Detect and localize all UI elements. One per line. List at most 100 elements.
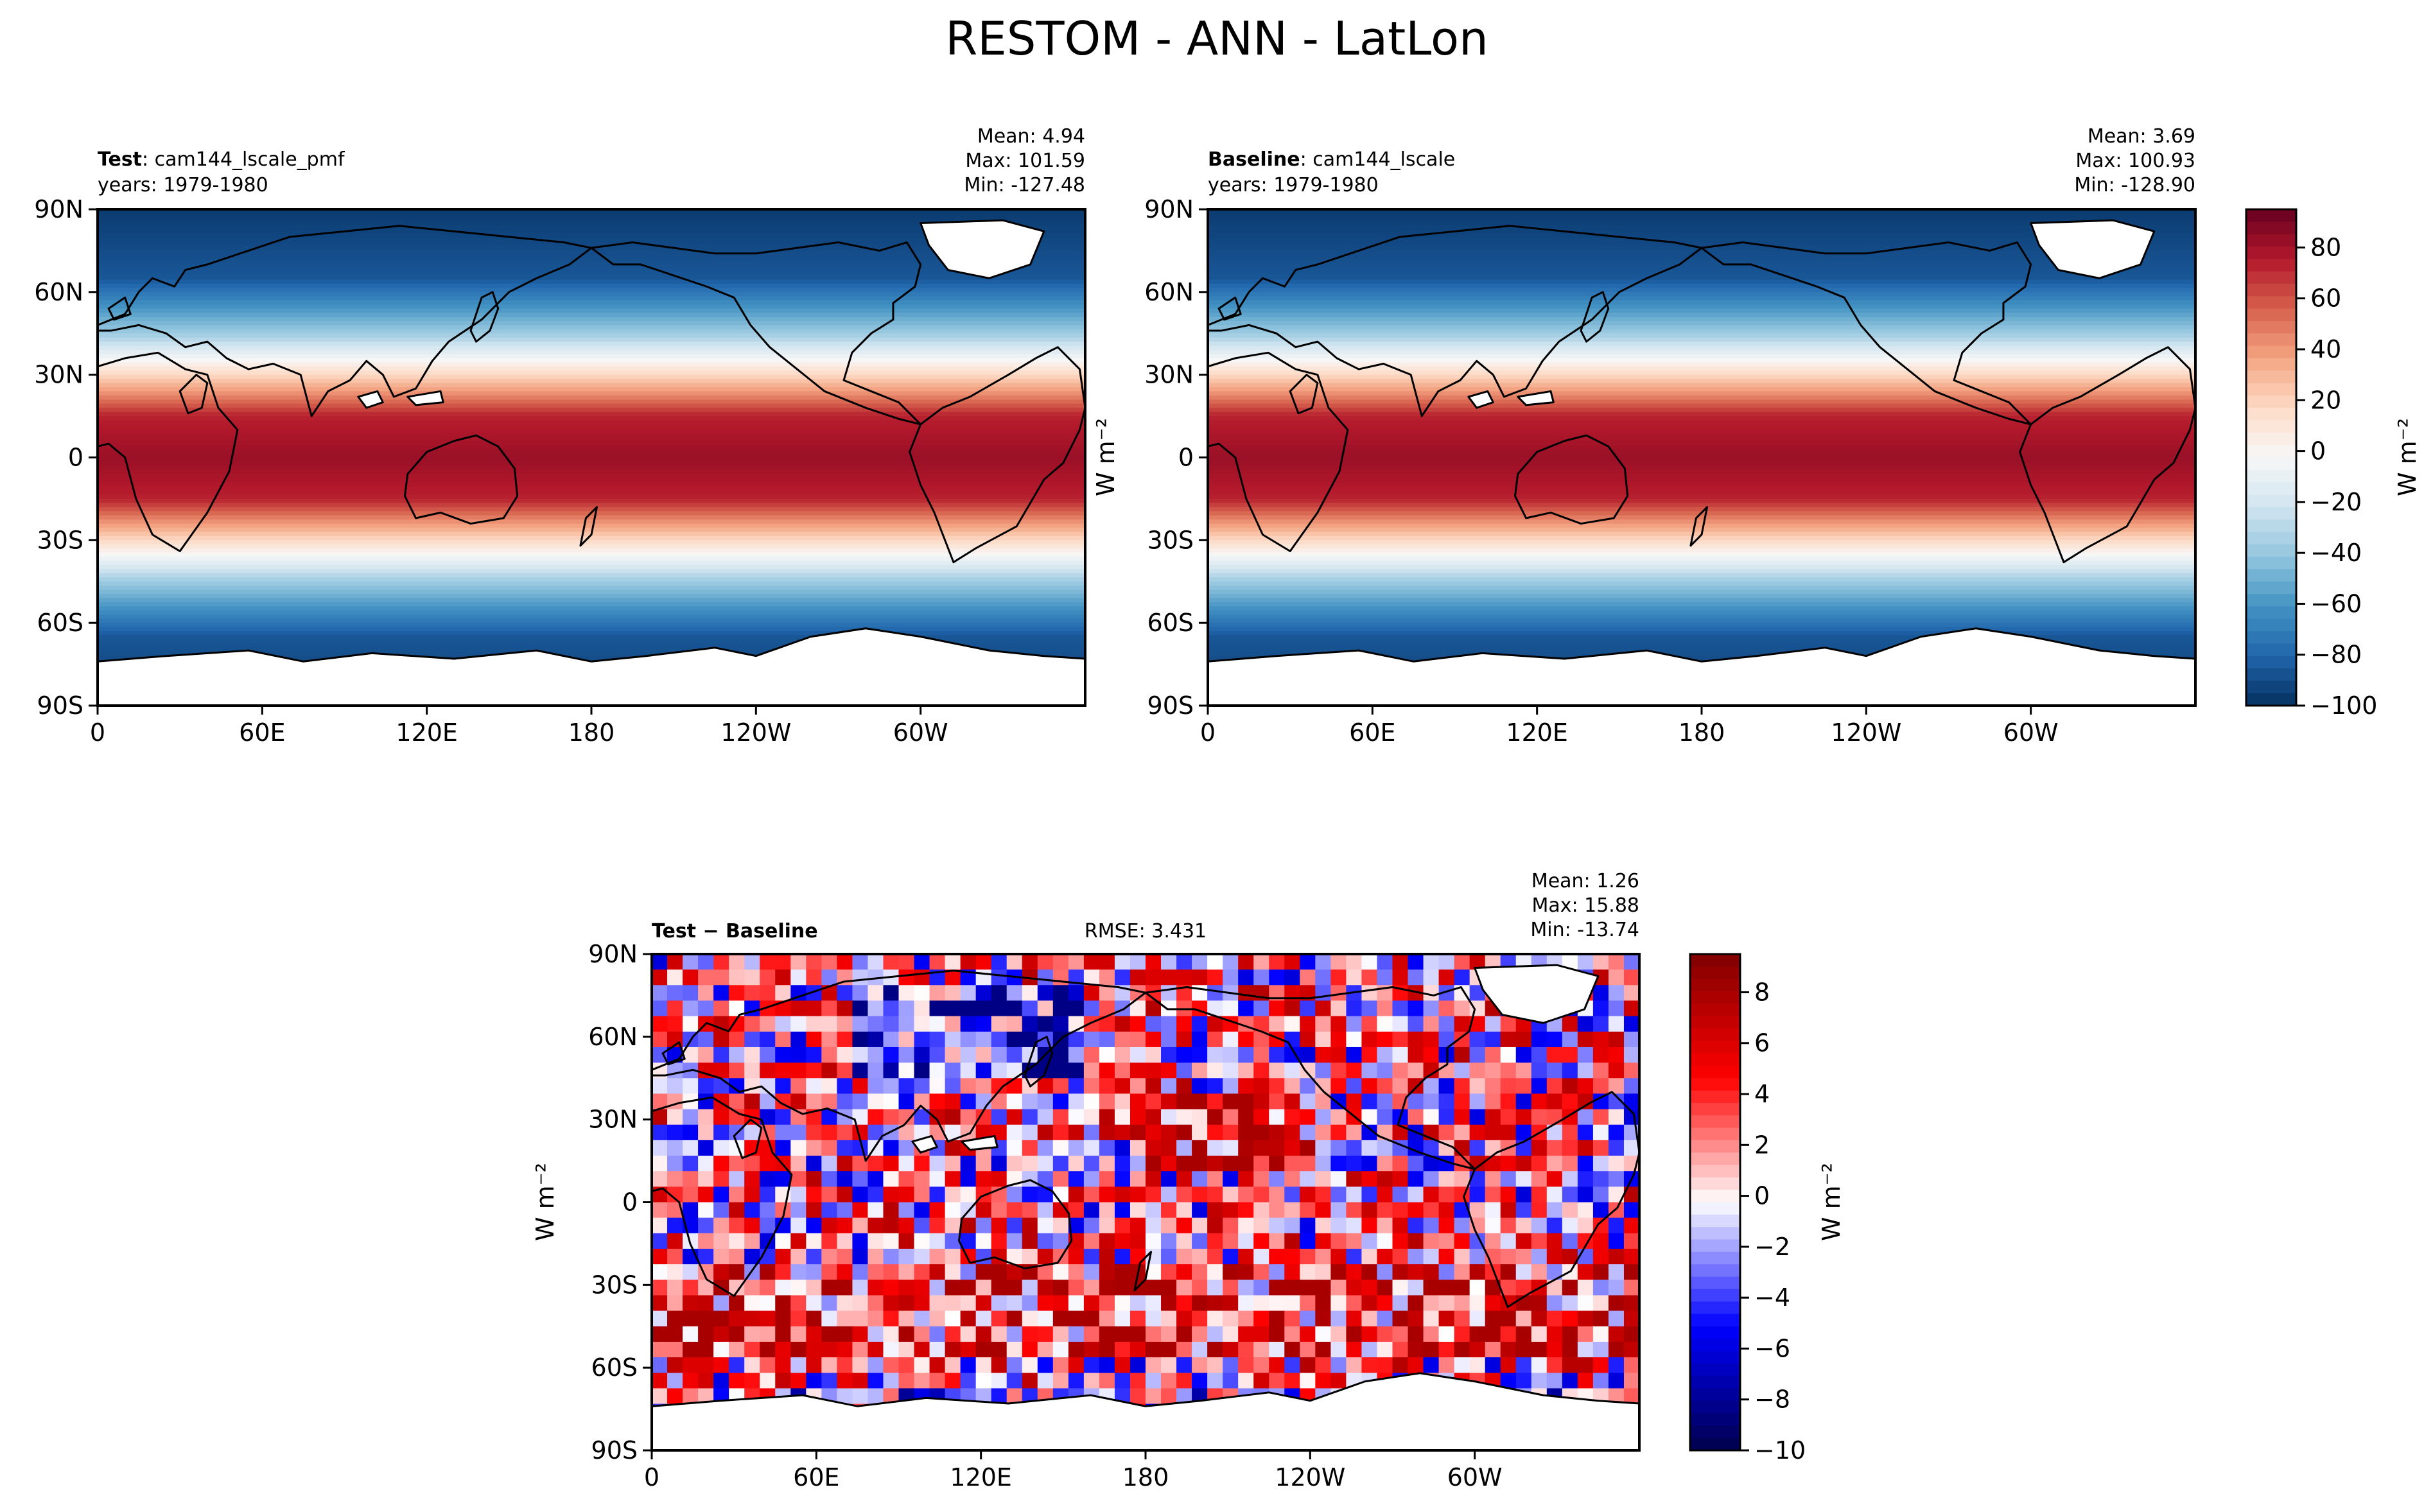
field-cell: [852, 1310, 869, 1327]
field-cell: [1592, 954, 1609, 970]
map-field: [1208, 209, 2195, 706]
field-cell: [1438, 1078, 1455, 1095]
field-cell: [1006, 1280, 1023, 1296]
colorbar-level: [2246, 606, 2296, 620]
field-cell: [1408, 1156, 1424, 1172]
field-cell: [1238, 1280, 1255, 1296]
field-cell: [1037, 1186, 1054, 1203]
field-band: [1208, 544, 2195, 550]
field-cell: [929, 1310, 946, 1327]
field-cell: [1546, 1078, 1563, 1095]
field-cell: [975, 1016, 992, 1032]
field-band: [98, 498, 1085, 504]
field-cell: [1454, 1248, 1470, 1265]
field-cell: [1361, 969, 1378, 986]
field-band: [98, 267, 1085, 272]
colorbar-level: [2246, 234, 2296, 247]
colorbar-level: [2246, 432, 2296, 446]
field-cell: [929, 1280, 946, 1296]
field-cell: [914, 1031, 930, 1048]
field-cell: [868, 1217, 884, 1234]
y-tick-label: 0: [68, 444, 83, 472]
field-cell: [1083, 1248, 1100, 1265]
field-cell: [1531, 1078, 1548, 1095]
field-cell: [1330, 1156, 1347, 1172]
field-cell: [729, 1341, 745, 1358]
field-cell: [1253, 1140, 1270, 1156]
field-cell: [1269, 1373, 1286, 1389]
field-band: [1208, 589, 2195, 595]
field-cell: [1423, 1016, 1440, 1032]
field-cell: [1454, 1233, 1470, 1249]
field-cell: [1284, 1078, 1301, 1095]
field-cell: [683, 1280, 699, 1296]
field-cell: [1515, 1202, 1532, 1219]
field-cell: [744, 1310, 761, 1327]
field-cell: [868, 1156, 884, 1172]
field-cell: [1192, 1264, 1208, 1281]
field-cell: [945, 1109, 961, 1125]
field-cell: [1608, 969, 1625, 986]
field-cell: [652, 1248, 668, 1265]
field-cell: [729, 1217, 745, 1234]
field-cell: [991, 1233, 1007, 1249]
field-cell: [929, 1109, 946, 1125]
field-cell: [1531, 1326, 1548, 1343]
field-cell: [821, 1248, 838, 1265]
field-cell: [898, 1233, 915, 1249]
field-cell: [1408, 969, 1424, 986]
y-tick-label: 30S: [591, 1271, 638, 1299]
field-cell: [837, 1000, 853, 1017]
field-cell: [1129, 1341, 1146, 1358]
field-cell: [975, 985, 992, 1002]
field-cell: [698, 1186, 714, 1203]
field-cell: [837, 1357, 853, 1374]
field-cell: [1346, 1295, 1363, 1312]
field-cell: [1377, 1063, 1393, 1079]
field-cell: [1284, 1186, 1301, 1203]
field-cell: [775, 1016, 792, 1032]
field-band: [98, 465, 1085, 471]
field-cell: [698, 1047, 714, 1063]
field-cell: [837, 1280, 853, 1296]
field-cell: [1454, 1310, 1470, 1327]
field-cell: [698, 1217, 714, 1234]
field-cell: [1377, 1233, 1393, 1249]
field-band: [1208, 515, 2195, 520]
field-cell: [1114, 1078, 1131, 1095]
field-cell: [1114, 1109, 1131, 1125]
field-cell: [1052, 969, 1069, 986]
field-cell: [1438, 1357, 1455, 1374]
field-cell: [991, 969, 1007, 986]
colorbar-level: [1690, 1177, 1740, 1190]
field-cell: [698, 1140, 714, 1156]
field-cell: [760, 1171, 776, 1188]
field-band: [1208, 325, 2195, 330]
field-cell: [852, 1233, 869, 1249]
field-cell: [1577, 1140, 1594, 1156]
x-tick-label: 120W: [1831, 718, 1901, 747]
field-cell: [1315, 1140, 1332, 1156]
field-cell: [775, 1171, 792, 1188]
colorbar-level: [1690, 1301, 1740, 1315]
y-label: W m⁻²: [1092, 418, 1120, 496]
field-cell: [652, 1310, 668, 1327]
field-cell: [1099, 1171, 1115, 1188]
field-cell: [1099, 1233, 1115, 1249]
field-cell: [1006, 1140, 1023, 1156]
field-cell: [1562, 1124, 1578, 1141]
field-cell: [667, 1171, 683, 1188]
field-cell: [1192, 1217, 1208, 1234]
field-cell: [1192, 1047, 1208, 1063]
field-band: [1208, 333, 2195, 338]
field-cell: [1392, 1047, 1409, 1063]
field-cell: [683, 985, 699, 1002]
field-cell: [1592, 1031, 1609, 1048]
field-cell: [1608, 1248, 1625, 1265]
field-cell: [760, 1264, 776, 1281]
field-cell: [1315, 1109, 1332, 1125]
colorbar-level: [1690, 1214, 1740, 1228]
field-cell: [1207, 1031, 1223, 1048]
field-cell: [960, 1264, 977, 1281]
